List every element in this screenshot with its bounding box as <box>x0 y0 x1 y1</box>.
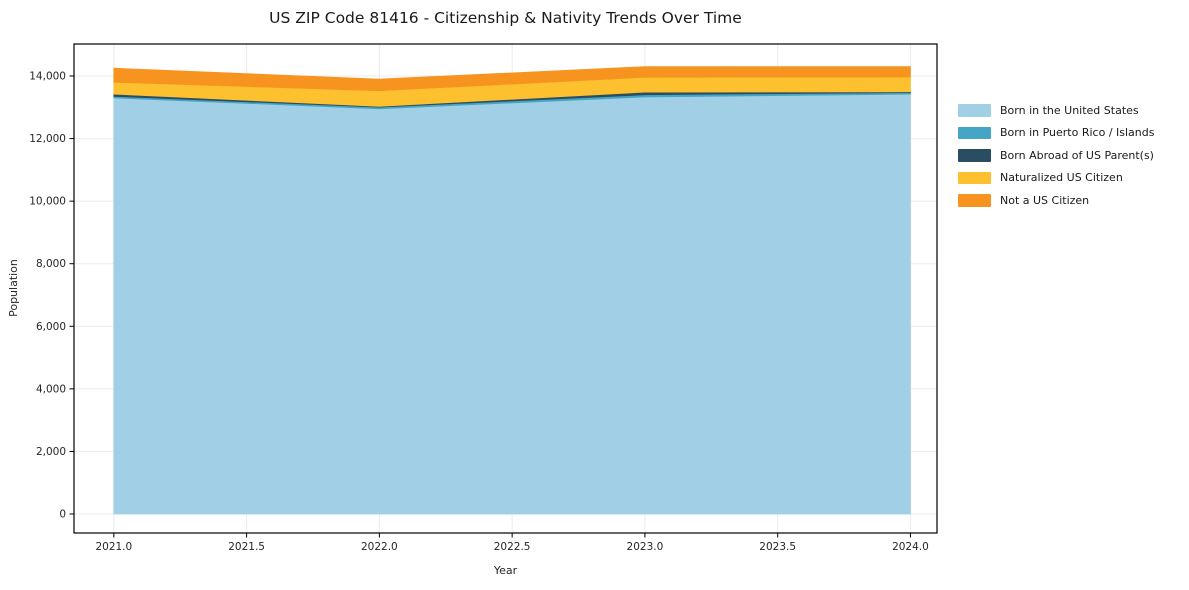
svg-text:2023.0: 2023.0 <box>627 541 664 553</box>
legend-item: Born Abroad of US Parent(s) <box>958 149 1154 162</box>
legend-label: Born in the United States <box>1000 103 1139 117</box>
legend-item: Born in Puerto Rico / Islands <box>958 126 1155 140</box>
chart-title: US ZIP Code 81416 - Citizenship & Nativi… <box>269 9 742 27</box>
area-series-4 <box>113 66 911 92</box>
legend-item: Born in the United States <box>958 104 1154 117</box>
legend: Born in the United States Born in Puerto… <box>958 104 1154 217</box>
stacked-areas <box>113 66 911 515</box>
y-tick-labels: 0 2,000 4,000 6,000 8,000 10,000 12,000 14,000 <box>29 71 66 521</box>
svg-text:12,000: 12,000 <box>29 133 66 145</box>
legend-label: Born in Puerto Rico / Islands <box>1000 126 1155 140</box>
svg-text:2023.5: 2023.5 <box>759 541 796 553</box>
tick-marks <box>69 75 911 538</box>
area-series-0 <box>113 93 911 515</box>
legend-label: Not a US Citizen <box>1000 193 1090 207</box>
legend-swatch-born-us <box>958 104 991 117</box>
legend-label: Born Abroad of US Parent(s) <box>1000 148 1154 162</box>
svg-text:2022.0: 2022.0 <box>361 541 398 553</box>
svg-text:4,000: 4,000 <box>36 383 66 395</box>
svg-text:6,000: 6,000 <box>36 321 66 333</box>
svg-text:14,000: 14,000 <box>29 71 66 83</box>
x-tick-labels: 2021.0 2021.5 2022.0 2022.5 2023.0 2023.5 2024… <box>95 541 928 553</box>
legend-swatch-not-citizen <box>958 194 991 207</box>
y-axis-label: Population <box>7 259 20 317</box>
svg-text:0: 0 <box>59 509 66 521</box>
legend-swatch-puerto-rico <box>958 126 991 139</box>
legend-swatch-born-abroad <box>958 149 991 162</box>
svg-text:2024.0: 2024.0 <box>892 541 929 553</box>
svg-text:2,000: 2,000 <box>36 446 66 458</box>
plot-border <box>73 43 938 534</box>
svg-text:2021.5: 2021.5 <box>228 541 265 553</box>
svg-text:10,000: 10,000 <box>29 196 66 208</box>
legend-label: Naturalized US Citizen <box>1000 171 1123 185</box>
legend-item: Not a US Citizen <box>958 194 1154 207</box>
legend-swatch-naturalized <box>958 171 991 184</box>
svg-text:2022.5: 2022.5 <box>494 541 531 553</box>
svg-text:2021.0: 2021.0 <box>95 541 132 553</box>
x-axis-label: Year <box>493 564 518 577</box>
legend-item: Naturalized US Citizen <box>958 171 1154 185</box>
svg-text:8,000: 8,000 <box>36 258 66 270</box>
